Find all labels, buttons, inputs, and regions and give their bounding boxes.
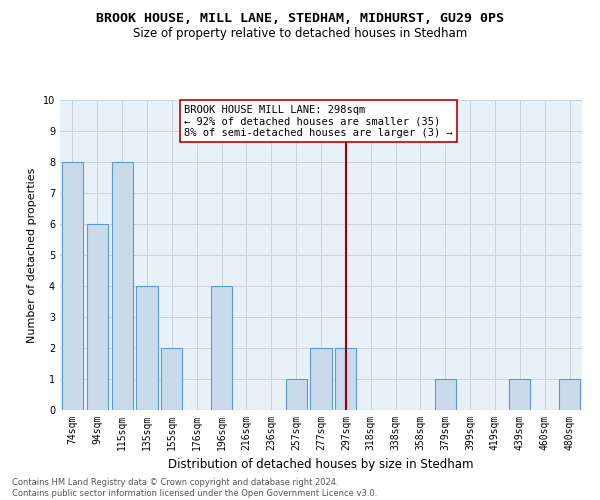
Bar [559,379,580,410]
Text: Size of property relative to detached houses in Stedham: Size of property relative to detached ho… [133,28,467,40]
X-axis label: Distribution of detached houses by size in Stedham: Distribution of detached houses by size … [168,458,474,471]
Bar [435,379,456,410]
Bar [509,379,530,410]
Text: BROOK HOUSE, MILL LANE, STEDHAM, MIDHURST, GU29 0PS: BROOK HOUSE, MILL LANE, STEDHAM, MIDHURS… [96,12,504,26]
Bar [211,286,232,410]
Bar [161,348,182,410]
Bar [310,348,332,410]
Bar [136,286,158,410]
Text: Contains HM Land Registry data © Crown copyright and database right 2024.
Contai: Contains HM Land Registry data © Crown c… [12,478,377,498]
Text: BROOK HOUSE MILL LANE: 298sqm
← 92% of detached houses are smaller (35)
8% of se: BROOK HOUSE MILL LANE: 298sqm ← 92% of d… [184,104,453,138]
Bar [87,224,108,410]
Bar [286,379,307,410]
Bar [335,348,356,410]
Y-axis label: Number of detached properties: Number of detached properties [28,168,37,342]
Bar [62,162,83,410]
Bar [112,162,133,410]
